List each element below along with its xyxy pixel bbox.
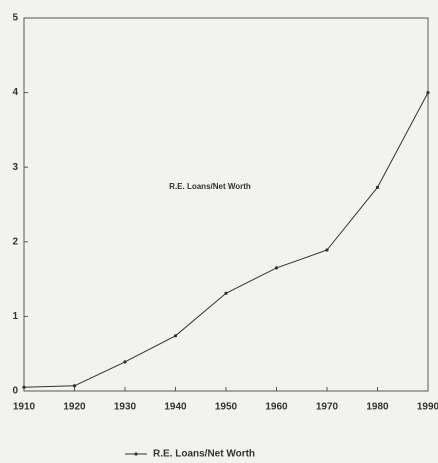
point xyxy=(72,384,77,388)
x-tick-label: 1990 xyxy=(417,402,438,413)
point xyxy=(173,334,178,338)
y-tick-label: 3 xyxy=(12,162,18,173)
plot-frame xyxy=(23,17,429,392)
x-tick-label: 1970 xyxy=(316,402,339,413)
legend-marker xyxy=(134,452,138,456)
x-tick-label: 1950 xyxy=(215,402,238,413)
point xyxy=(22,385,26,389)
line xyxy=(23,92,429,388)
point xyxy=(123,360,127,364)
legend-label: R.E. Loans/Net Worth xyxy=(153,449,255,460)
annotation: R.E. Loans/Net Worth xyxy=(169,182,251,191)
point xyxy=(274,266,279,270)
point xyxy=(224,291,228,295)
x-tick-label: 1920 xyxy=(63,402,86,413)
x-tick-label: 1980 xyxy=(366,402,389,413)
y-tick-label: 5 xyxy=(12,13,18,24)
x-tick-label: 1910 xyxy=(13,402,36,413)
x-tick-label: 1940 xyxy=(164,402,187,413)
y-tick-label: 1 xyxy=(12,311,18,322)
y-tick-label: 2 xyxy=(12,236,18,247)
y-tick-label: 0 xyxy=(12,386,18,397)
point xyxy=(375,185,380,189)
x-tick-label: 1930 xyxy=(114,402,137,413)
x-tick-label: 1960 xyxy=(265,402,288,413)
point xyxy=(426,91,430,95)
point xyxy=(325,248,329,252)
y-tick-label: 4 xyxy=(12,87,18,98)
